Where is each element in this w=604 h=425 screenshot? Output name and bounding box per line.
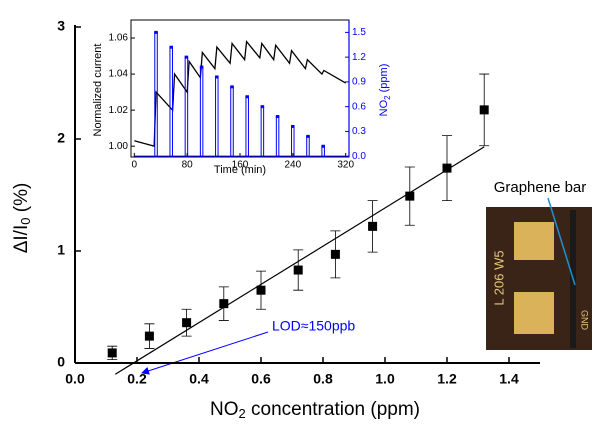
annotation-arrow [141,331,269,375]
y2-tick-label: 0.3 [352,126,366,137]
data-point [405,191,415,201]
pulse-marker [306,134,310,138]
photo-text: GND [580,310,590,331]
pulse-marker [245,95,249,99]
pulse-marker [215,75,219,79]
photo-label: Graphene bar [494,179,587,196]
x-tick-label: 0.2 [127,371,147,387]
x-tick-label: 0 [132,160,138,171]
y2-tick-label: 1.2 [352,52,366,63]
pulse-marker [260,105,265,109]
x-tick-label: 80 [182,160,194,171]
y-tick-label: 1.04 [109,69,129,80]
y2-tick-label: 0.9 [352,77,366,88]
y2-tick-label: 0.6 [352,101,366,112]
photo-pointer [547,197,576,286]
y-tick-label: 1.02 [109,105,129,116]
y-tick-label: 2 [57,130,65,146]
data-point [182,318,192,328]
pulse-marker [230,85,234,89]
inset-y-axis-label: Normalized current [92,44,104,137]
pulse-marker [169,45,173,49]
y-tick-label: 0 [57,354,65,370]
data-point [479,105,489,115]
pulse-marker [154,30,158,34]
y-axis-label: ΔI/I0 (%) [11,183,33,254]
x-tick-label: 0.4 [189,371,209,387]
x-tick-label: 240 [285,160,302,171]
x-axis-label: NO2 concentration (ppm) [210,399,420,421]
data-point [293,265,303,275]
contact-pad [514,292,554,334]
data-point [256,285,266,295]
fit-line [114,146,485,375]
x-tick-label: 1.0 [375,371,395,387]
y-tick-label: 1 [57,242,65,258]
y-tick-label: 1.06 [109,33,129,44]
x-tick-label: 0.6 [251,371,271,387]
y-tick-label: 1.00 [109,141,129,152]
pulse-marker [275,115,280,119]
pulse-marker [199,65,204,69]
x-tick-label: 1.2 [437,371,457,387]
contact-pad [514,222,554,260]
annotation: LOD≈150ppb [272,318,355,334]
photo-text: L 206 W5 [491,250,506,305]
x-tick-label: 160 [232,160,249,171]
x-tick-label: 320 [337,160,354,171]
inset-frame [130,19,350,158]
data-point [107,348,117,358]
data-point [219,299,229,309]
device-photo: L 206 W5 GND [486,207,592,350]
pulse-marker [321,144,325,148]
data-point [368,221,378,231]
y-tick-label: 3 [57,18,65,34]
y2-tick-label: 1.5 [352,27,366,38]
x-tick-label: 0.8 [313,371,333,387]
inset-x-axis-label: Time (min) [214,164,266,176]
pulse-marker [184,55,189,59]
current-trace [134,40,347,148]
data-point [144,331,154,341]
data-point [330,249,340,259]
y2-tick-label: 0.0 [352,151,366,162]
inset-y2-axis-label: NO2 (ppm) [378,64,392,117]
x-tick-label: 1.4 [499,371,519,387]
data-point [442,163,452,173]
x-tick-label: 0.0 [65,371,85,387]
pulse-marker [291,124,295,128]
